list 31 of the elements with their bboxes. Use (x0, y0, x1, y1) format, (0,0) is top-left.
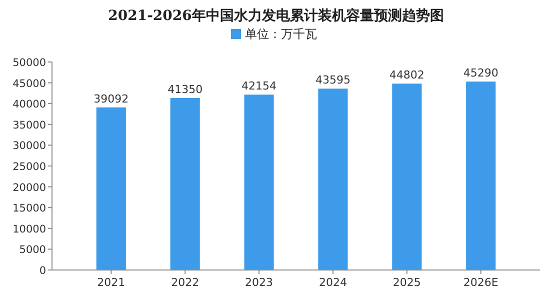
y-tick-label: 10000 (12, 223, 46, 236)
bar (392, 84, 422, 270)
legend-label: 单位：万千瓦 (245, 27, 317, 41)
data-label: 42154 (242, 80, 277, 93)
data-label: 41350 (168, 82, 203, 96)
y-tick-label: 50000 (12, 57, 46, 69)
data-label: 44802 (389, 68, 424, 82)
data-label: 39092 (94, 92, 129, 106)
bar (170, 98, 200, 270)
y-tick-label: 40000 (12, 98, 46, 111)
y-tick-label: 25000 (12, 161, 46, 173)
bar (96, 107, 126, 270)
data-label: 45290 (463, 66, 498, 80)
data-label: 43595 (315, 74, 350, 87)
y-tick-label: 30000 (12, 140, 46, 152)
y-tick-label: 0 (39, 265, 46, 277)
x-tick-label: 2021 (97, 276, 126, 289)
bar (244, 94, 274, 270)
x-tick-label: 2025 (392, 276, 421, 289)
y-tick-label: 20000 (12, 182, 46, 194)
x-tick-label: 2026E (463, 276, 498, 289)
x-tick-label: 2022 (171, 276, 200, 289)
y-tick-label: 15000 (12, 202, 46, 215)
bar (318, 88, 348, 270)
x-tick-label: 2024 (318, 276, 347, 289)
x-tick-label: 2023 (245, 276, 274, 289)
y-tick-label: 45000 (12, 78, 46, 90)
chart-title: 2021-2026年中国水力发电累计装机容量预测趋势图 (108, 7, 444, 24)
y-tick-label: 35000 (12, 119, 46, 132)
y-tick-label: 5000 (19, 244, 46, 256)
bar (466, 82, 496, 270)
